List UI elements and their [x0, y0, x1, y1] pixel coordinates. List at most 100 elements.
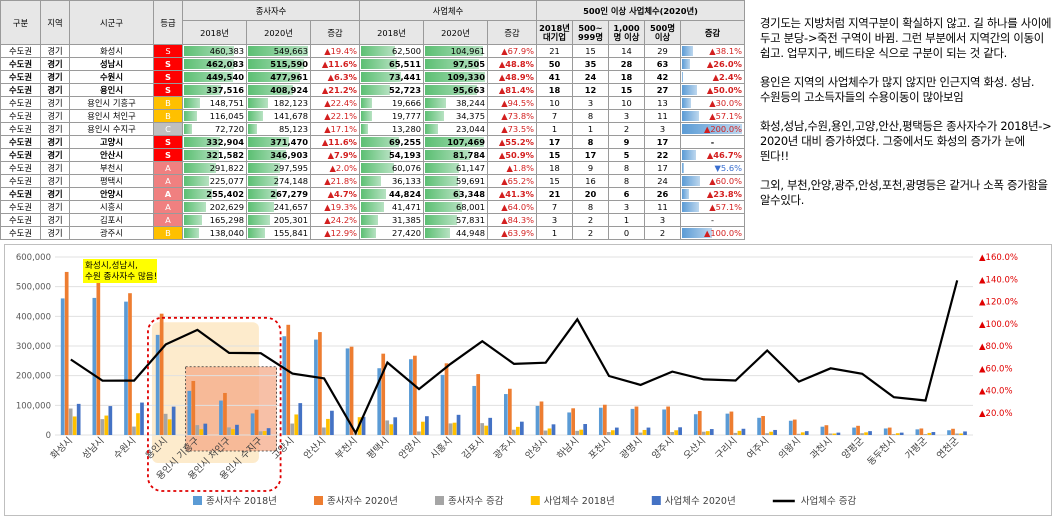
cell-large-500plus: 3	[644, 122, 681, 136]
cell-grade: A	[153, 213, 183, 227]
cell-region-group: 수도권	[0, 161, 41, 175]
data-bar	[425, 59, 479, 69]
cell-emp-2020: 477,961	[246, 70, 311, 84]
bar-0	[124, 301, 128, 435]
cell-emp-2018-value: 321,582	[206, 150, 244, 160]
header-grade: 등급	[153, 0, 183, 45]
cell-large-2018: 10	[536, 96, 573, 110]
cell-large-change-value: ▲26.0%	[706, 59, 742, 69]
cell-large-500-999: 16	[572, 174, 609, 188]
bar-4	[646, 427, 651, 435]
cell-biz-2018-value: 36,133	[391, 176, 421, 186]
cell-emp-2020-value: 346,903	[270, 150, 308, 160]
bar-4	[899, 432, 904, 435]
table-row: 수도권 경기 수원시 S 449,540 477,961 ▲6.3% 73,441 109,33…	[0, 70, 745, 84]
cell-emp-2020-value: 371,470	[270, 137, 308, 147]
bar-2	[891, 434, 896, 435]
cell-large-change-value: ▲46.7%	[706, 150, 742, 160]
bar-1	[223, 392, 227, 435]
bar-2	[923, 434, 928, 435]
cell-large-1000: 8	[608, 161, 645, 175]
cell-emp-2018-value: 72,720	[214, 124, 244, 134]
data-bar	[682, 202, 700, 212]
bar-3	[737, 430, 742, 435]
legend-swatch	[435, 496, 444, 505]
x-tick-label: 광명시	[618, 435, 645, 462]
cell-emp-2020-value: 155,841	[273, 228, 308, 238]
cell-large-500plus: 24	[644, 174, 681, 188]
cell-large-500-999: 24	[572, 70, 609, 84]
cell-emp-2018: 291,822	[182, 161, 247, 175]
cell-region-group: 수도권	[0, 70, 41, 84]
data-bar	[248, 163, 281, 173]
cell-grade: S	[153, 57, 183, 71]
table-row: 수도권 경기 용인시 기흥구 B 148,751 182,123 ▲22.4% 19,666 3…	[0, 96, 745, 110]
cell-emp-2020: 182,123	[246, 96, 311, 110]
bar-1	[729, 411, 734, 435]
bar-2	[638, 432, 643, 435]
data-bar	[184, 163, 216, 173]
bar-4	[709, 429, 714, 435]
cell-emp-2018-value: 449,540	[206, 72, 244, 82]
data-bar	[184, 59, 235, 69]
data-bar	[682, 150, 696, 160]
cell-emp-change: ▲6.3%	[310, 70, 360, 84]
bar-4	[551, 424, 556, 435]
cell-region-group: 수도권	[0, 148, 41, 162]
bar-1	[444, 363, 449, 435]
table-row: 수도권 경기 김포시 A 165,298 205,301 ▲24.2% 31,385 57,83…	[0, 213, 745, 227]
cell-biz-2020-value: 97,505	[452, 59, 485, 69]
bar-0	[219, 400, 223, 435]
data-bar	[361, 98, 372, 108]
bar-2	[163, 413, 168, 435]
data-bar	[184, 85, 221, 95]
cell-city: 안산시	[69, 148, 154, 162]
bar-1	[191, 380, 196, 435]
cell-biz-2020: 57,831	[423, 213, 488, 227]
bar-0	[725, 413, 730, 435]
cell-emp-2020-value: 141,678	[273, 111, 308, 121]
cell-emp-2020: 371,470	[246, 135, 311, 149]
bar-1	[413, 355, 417, 435]
cell-biz-2020: 44,948	[423, 226, 488, 240]
bar-3	[484, 425, 489, 435]
cell-grade: C	[153, 122, 183, 136]
header-large-businesses: 500인 이상 사업체수(2020년)	[536, 0, 745, 21]
cell-grade: S	[153, 70, 183, 84]
bar-4	[931, 432, 936, 435]
cell-large-change: -	[680, 135, 745, 149]
cell-biz-change: ▲73.5%	[487, 122, 537, 136]
cell-city: 안양시	[69, 187, 154, 201]
cell-biz-2020: 68,001	[423, 200, 488, 214]
cell-region-group: 수도권	[0, 122, 41, 136]
cell-emp-2020: 515,590	[246, 57, 311, 71]
bar-0	[535, 405, 540, 435]
x-tick-label: 김포시	[459, 435, 486, 462]
cell-large-change-value: ▲23.8%	[706, 189, 742, 199]
data-bar	[682, 72, 683, 82]
data-bar	[361, 46, 396, 56]
header-biz-2020: 2020년	[423, 20, 488, 45]
cell-large-1000: 18	[608, 70, 645, 84]
cell-emp-2018-value: 291,822	[209, 163, 244, 173]
header-emp-2020: 2020년	[246, 20, 311, 45]
bar-3	[104, 415, 109, 435]
bar-2	[575, 430, 580, 435]
x-tick-label: 과천시	[808, 435, 834, 461]
cell-region-group: 수도권	[0, 135, 41, 149]
legend-swatch	[314, 496, 323, 505]
cell-emp-change: ▲21.8%	[310, 174, 360, 188]
cell-region-group: 수도권	[0, 226, 41, 240]
bar-3	[262, 431, 267, 435]
bar-2	[765, 433, 769, 435]
bar-0	[662, 409, 666, 435]
bar-1	[539, 401, 544, 435]
bar-0	[282, 336, 287, 435]
header-province: 지역	[40, 0, 70, 45]
annotation-text: 화성시,성남시,	[85, 260, 138, 271]
bar-3	[136, 413, 140, 435]
legend-label: 종사자수 2018년	[206, 496, 277, 507]
chart-svg: 0 100,000 200,000 300,000 400,000 500,000 600,…	[16, 253, 1018, 507]
data-bar	[425, 124, 438, 134]
bar-3	[959, 433, 963, 435]
